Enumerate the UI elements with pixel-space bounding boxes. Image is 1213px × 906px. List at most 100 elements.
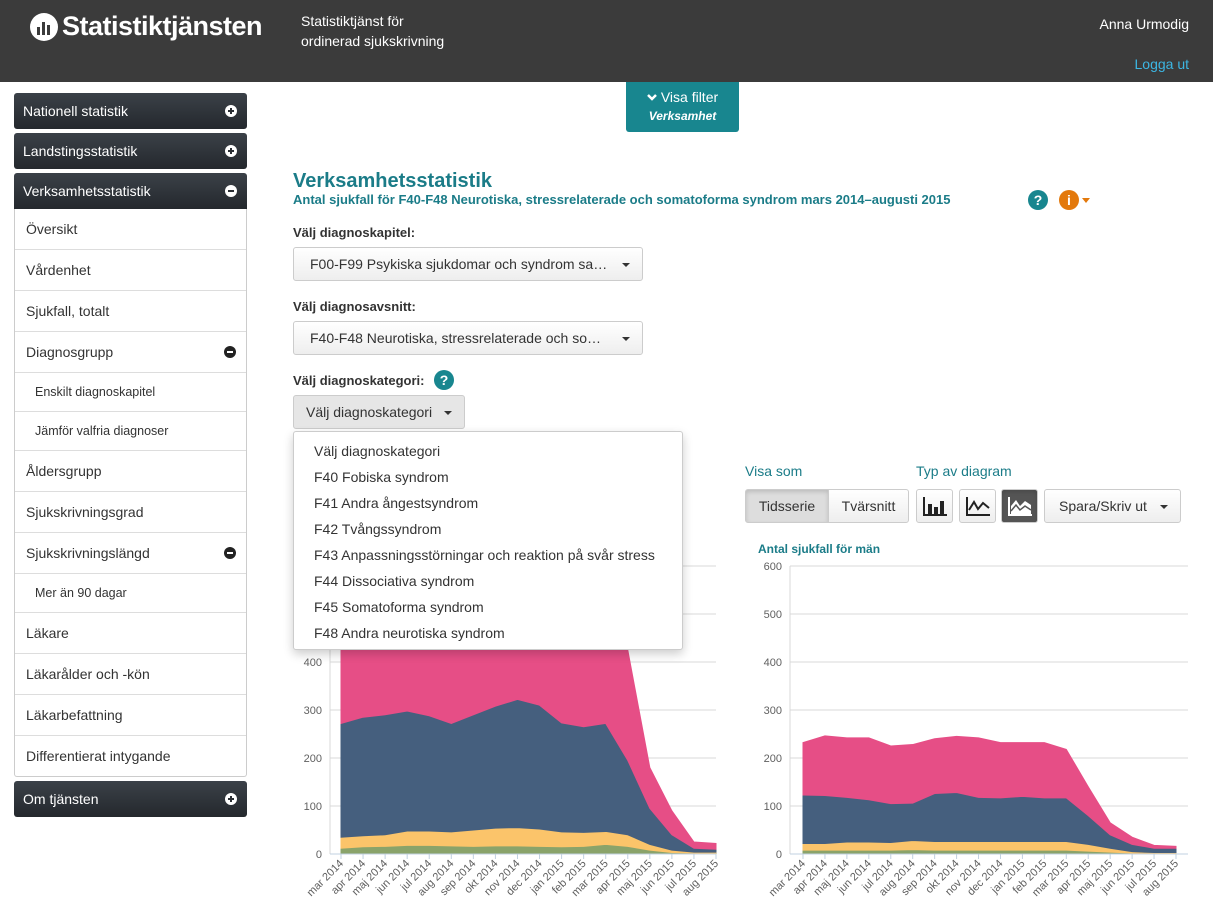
section-select[interactable]: F40-F48 Neurotiska, stressrelaterade och… <box>293 321 643 355</box>
category-button[interactable]: Välj diagnoskategori <box>293 395 465 429</box>
y-tick-label: 500 <box>764 609 782 621</box>
view-button[interactable]: Tidsserie <box>745 489 829 523</box>
menu-option[interactable]: F45 Somatoforma syndrom <box>314 599 484 615</box>
nav-item[interactable]: Vårdenhet <box>15 250 246 291</box>
nav-label: Jämför valfria diagnoser <box>35 424 169 438</box>
nav-label: Diagnosgrupp <box>26 344 114 360</box>
menu-option[interactable]: F48 Andra neurotiska syndrom <box>314 625 505 641</box>
page-title: Verksamhetsstatistik <box>293 170 493 192</box>
page-subtitle: Antal sjukfall för F40-F48 Neurotiska, s… <box>293 192 951 207</box>
nav-item[interactable]: Enskilt diagnoskapitel <box>15 373 246 412</box>
nav-label: Sjukskrivningsgrad <box>26 504 144 520</box>
user-name: Anna Urmodig <box>1099 16 1190 32</box>
chapter-label: Välj diagnoskapitel: <box>293 225 416 240</box>
info-icon[interactable]: i <box>1059 190 1079 210</box>
nav-section[interactable]: Verksamhetsstatistik <box>14 173 247 209</box>
menu-option[interactable]: F40 Fobiska syndrom <box>314 469 449 485</box>
view-label: Visa som <box>745 463 803 479</box>
chapter-select[interactable]: F00-F99 Psykiska sjukdomar och syndrom s… <box>293 247 643 281</box>
menu-option[interactable]: F44 Dissociativa syndrom <box>314 573 475 589</box>
help-icon[interactable]: ? <box>1028 190 1048 210</box>
section-label: Om tjänsten <box>23 791 99 807</box>
subtitle-line: Statistiktjänst för <box>301 13 404 29</box>
nav-item[interactable]: Läkarålder och -kön <box>15 654 246 695</box>
nav-item[interactable]: Åldersgrupp <box>15 451 246 492</box>
area <box>802 735 1177 849</box>
chart-title: Antal sjukfall för män <box>758 542 880 556</box>
bar-chart-button[interactable] <box>916 489 953 523</box>
collapse-icon <box>224 346 236 358</box>
nav-item[interactable]: Läkare <box>15 613 246 654</box>
y-tick-label: 200 <box>764 753 782 765</box>
nav-item[interactable]: Mer än 90 dagar <box>15 574 246 613</box>
nav-label: Mer än 90 dagar <box>35 586 127 600</box>
chart-type-label: Typ av diagram <box>916 463 1012 479</box>
nav-label: Läkarålder och -kön <box>26 666 150 682</box>
y-tick-label: 200 <box>304 753 322 765</box>
subtitle-line: ordinerad sjukskrivning <box>301 33 445 49</box>
nav-item[interactable]: Diagnosgrupp <box>15 332 246 373</box>
view-button[interactable]: Tvärsnitt <box>828 489 909 523</box>
nav-item[interactable]: Läkarbefattning <box>15 695 246 736</box>
nav-list: Översikt Vårdenhet Sjukfall, totalt Diagnos… <box>14 209 247 777</box>
collapse-icon <box>224 547 236 559</box>
area-chart-button[interactable] <box>1001 489 1038 523</box>
nav-label: Åldersgrupp <box>26 463 102 479</box>
logo-text: Statistiktjänsten <box>62 11 263 41</box>
nav-item[interactable]: Sjukfall, totalt <box>15 291 246 332</box>
category-menu: Välj diagnoskategori F40 Fobiska syndrom F… <box>293 431 683 650</box>
menu-option[interactable]: F41 Andra ångestsyndrom <box>314 495 479 511</box>
y-tick-label: 100 <box>764 801 782 813</box>
category-label: Välj diagnoskategori: <box>293 373 425 388</box>
button-label: Spara/Skriv ut <box>1059 498 1147 514</box>
y-tick-label: 600 <box>764 561 782 573</box>
expand-icon <box>225 145 237 157</box>
logo-icon <box>30 12 58 41</box>
nav-section[interactable]: Om tjänsten <box>14 781 247 817</box>
line-chart-button[interactable] <box>959 489 996 523</box>
nav-item[interactable]: Differentierat intygande <box>15 736 246 776</box>
nav-item[interactable]: Jämför valfria diagnoser <box>15 412 246 451</box>
nav-label: Sjukskrivningslängd <box>26 545 150 561</box>
y-tick-label: 300 <box>304 705 322 717</box>
nav-section[interactable]: Nationell statistik <box>14 93 247 129</box>
nav-item[interactable]: Sjukskrivningslängd <box>15 533 246 574</box>
nav-label: Läkare <box>26 625 69 641</box>
button-label: Välj diagnoskategori <box>306 404 433 420</box>
section-label: Välj diagnosavsnitt: <box>293 299 416 314</box>
nav-item[interactable]: Översikt <box>15 209 246 250</box>
filter-button: Visa filter <box>626 89 739 105</box>
menu-option[interactable]: Välj diagnoskategori <box>314 443 441 459</box>
menu-option[interactable]: F43 Anpassningsstörningar och reaktion p… <box>314 547 655 563</box>
help-icon[interactable]: ? <box>434 370 454 390</box>
filter-label: Visa filter <box>660 89 719 105</box>
logo[interactable]: Statistiktjänsten <box>30 11 263 42</box>
y-tick-label: 0 <box>776 849 782 861</box>
expand-icon <box>225 105 237 117</box>
nav-item[interactable]: Sjukskrivningsgrad <box>15 492 246 533</box>
y-tick-label: 300 <box>764 705 782 717</box>
nav-label: Sjukfall, totalt <box>26 303 110 319</box>
sidebar: Nationell statistik Landstingsstatistik Ve… <box>14 93 247 821</box>
select-value: F40-F48 Neurotiska, stressrelaterade och… <box>310 330 602 346</box>
nav-label: Vårdenhet <box>26 262 91 278</box>
menu-option[interactable]: F42 Tvångssyndrom <box>314 521 442 537</box>
y-tick-label: 100 <box>304 801 322 813</box>
filter-active: Verksamhet <box>648 109 717 123</box>
save-button[interactable]: Spara/Skriv ut <box>1044 489 1181 523</box>
logout-link[interactable]: Logga ut <box>1134 56 1190 72</box>
info-caret <box>1082 198 1090 203</box>
collapse-icon <box>225 185 237 197</box>
y-tick-label: 400 <box>764 657 782 669</box>
y-tick-label: 400 <box>304 657 322 669</box>
expand-icon <box>225 793 237 805</box>
header: Statistiktjänsten Statistiktjänst för ord… <box>0 0 1213 82</box>
filter-toggle[interactable]: Visa filter Verksamhet <box>626 82 739 132</box>
nav-section[interactable]: Landstingsstatistik <box>14 133 247 169</box>
nav-label: Differentierat intygande <box>26 748 171 764</box>
nav-label: Enskilt diagnoskapitel <box>35 385 156 399</box>
header-subtitle: Statistiktjänst för ordinerad sjukskrivni… <box>301 11 444 51</box>
nav-label: Läkarbefattning <box>26 707 123 723</box>
section-label: Nationell statistik <box>23 103 129 119</box>
